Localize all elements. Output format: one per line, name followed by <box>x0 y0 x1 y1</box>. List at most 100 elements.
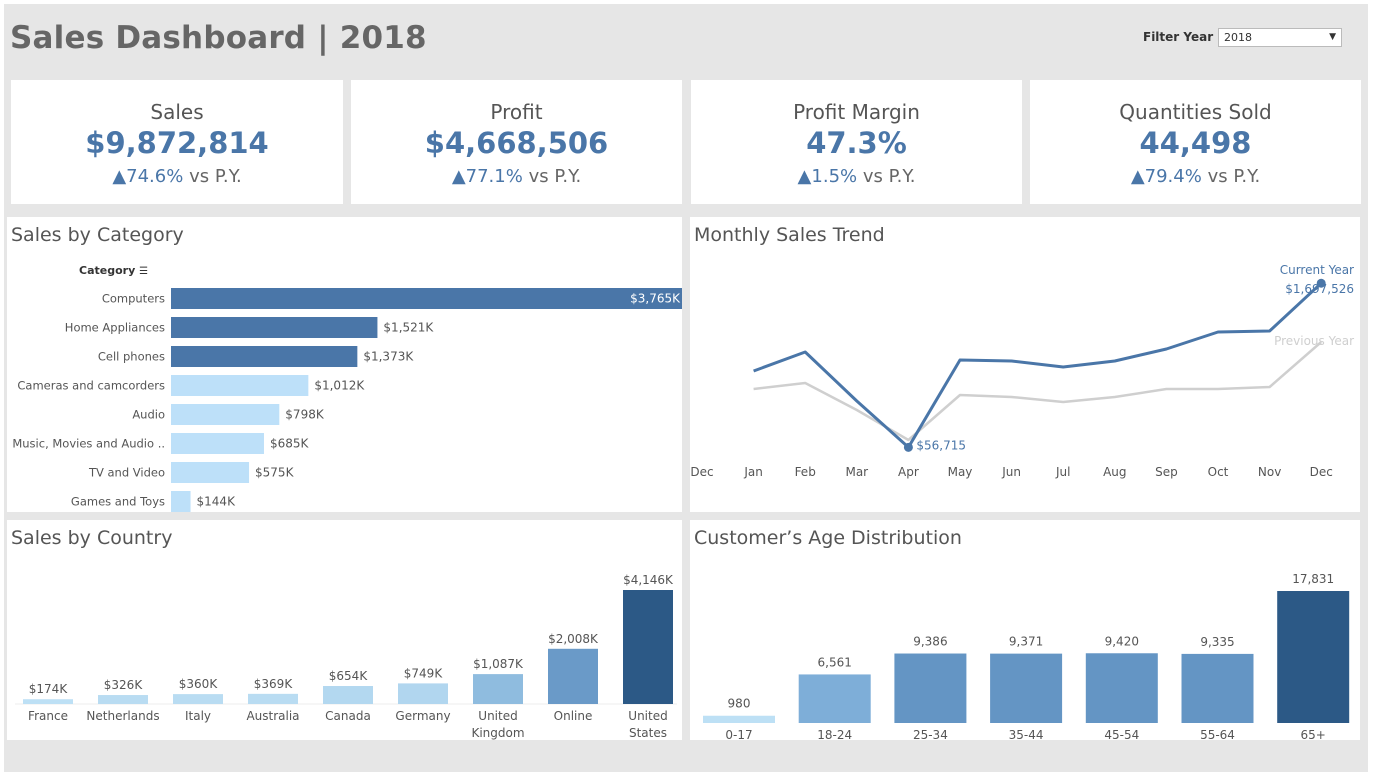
country-bar <box>98 695 148 704</box>
category-label: Cameras and camcorders <box>17 379 165 393</box>
age-bar <box>1277 591 1350 723</box>
category-value-label: $1,373K <box>363 350 414 364</box>
triangle-up-icon: ▲ <box>451 166 466 187</box>
category-label: Music, Movies and Audio .. <box>12 437 165 451</box>
age-group-label: 65+ <box>1301 728 1326 740</box>
month-tick-label: Nov <box>1258 465 1281 479</box>
month-tick-label: Jul <box>1055 465 1070 479</box>
panel-title: Sales by Country <box>11 527 173 549</box>
category-bar <box>171 346 358 367</box>
age-group-label: 0-17 <box>725 728 752 740</box>
filter-year-dropdown[interactable]: 2018 ▼ <box>1218 28 1342 47</box>
triangle-up-icon: ▲ <box>797 166 812 187</box>
country-label: Netherlands <box>86 709 159 723</box>
kpi-value: $9,872,814 <box>85 126 269 160</box>
category-bar <box>171 317 378 338</box>
sort-icon[interactable]: ☰ <box>139 266 149 277</box>
age-bar <box>1181 653 1254 723</box>
age-bar <box>798 674 871 723</box>
kpi-change: ▲79.4% vs P.Y. <box>1030 166 1361 187</box>
category-value-label: $798K <box>285 408 325 422</box>
previous-year-legend: Previous Year <box>1274 334 1354 348</box>
country-value-label: $369K <box>254 677 294 691</box>
category-value-label: $685K <box>270 437 310 451</box>
kpi-card-profit: Profit $4,668,506 ▲77.1% vs P.Y. <box>351 80 682 204</box>
country-value-label: $654K <box>329 669 369 683</box>
country-bar <box>323 686 373 704</box>
triangle-up-icon: ▲ <box>112 166 127 187</box>
kpi-value: 47.3% <box>806 126 907 160</box>
category-bar <box>171 288 682 309</box>
country-label: Australia <box>246 709 299 723</box>
category-header-label: Category <box>79 264 136 277</box>
kpi-card-quantities-sold: Quantities Sold 44,498 ▲79.4% vs P.Y. <box>1030 80 1361 204</box>
kpi-change-suffix: vs P.Y. <box>528 166 582 187</box>
category-label: Computers <box>102 292 165 306</box>
kpi-change-value: 77.1% <box>465 166 523 187</box>
age-value-label: 980 <box>728 697 751 711</box>
category-sort-header[interactable]: Category ☰ <box>79 264 148 277</box>
kpi-change-suffix: vs P.Y. <box>1207 166 1261 187</box>
country-label: Kingdom <box>471 726 524 740</box>
country-label: Online <box>554 709 593 723</box>
age-bar-chart: 980 0-17 6,561 18-24 9,386 25-34 9,371 35-44 9,4… <box>703 572 1350 740</box>
age-bar <box>990 653 1063 723</box>
kpi-change: ▲74.6% vs P.Y. <box>11 166 343 187</box>
monthly-trend-line-chart: DecJanFebMarAprMayJunJulAugSepOctNovDecJ… <box>690 263 1354 479</box>
country-bar <box>398 683 448 704</box>
max-point-label: $1,697,526 <box>1285 282 1354 296</box>
country-label: United <box>478 709 517 723</box>
chevron-down-icon[interactable]: ▼ <box>1329 32 1336 42</box>
category-value-label: $144K <box>197 495 237 509</box>
country-value-label: $360K <box>179 677 219 691</box>
country-value-label: $749K <box>404 666 444 680</box>
country-bar <box>23 699 73 704</box>
country-bar <box>473 674 523 704</box>
month-tick-label: Dec <box>1310 465 1333 479</box>
country-value-label: $2,008K <box>548 632 599 646</box>
month-tick-label: May <box>948 465 973 479</box>
min-point-marker <box>903 442 913 452</box>
category-label: Audio <box>132 408 165 422</box>
age-value-label: 9,386 <box>913 635 947 649</box>
kpi-change-suffix: vs P.Y. <box>862 166 916 187</box>
month-tick-label: Apr <box>898 465 919 479</box>
category-bar-chart: Computers $3,765K Home Appliances $1,521K Ce… <box>12 288 682 512</box>
country-bar <box>548 648 598 704</box>
kpi-change: ▲1.5% vs P.Y. <box>691 166 1022 187</box>
current-year-line <box>753 282 1323 449</box>
country-label: States <box>629 726 667 740</box>
category-bar <box>171 491 191 512</box>
category-label: TV and Video <box>88 466 165 480</box>
month-tick-label: Oct <box>1208 465 1229 479</box>
month-tick-label: Jan <box>743 465 763 479</box>
panel-title: Monthly Sales Trend <box>694 224 885 246</box>
category-bar <box>171 375 309 396</box>
age-distribution-panel: Customer’s Age Distribution 980 0-17 6,561… <box>690 520 1360 740</box>
country-value-label: $4,146K <box>623 573 674 587</box>
category-value-label: $3,765K <box>630 292 681 306</box>
country-bar <box>173 694 223 704</box>
kpi-card-profit-margin: Profit Margin 47.3% ▲1.5% vs P.Y. <box>691 80 1022 204</box>
country-label: Italy <box>185 709 211 723</box>
previous-year-line <box>753 341 1323 442</box>
min-point-label: $56,715 <box>916 438 966 452</box>
monthly-sales-trend-panel: Monthly Sales Trend Dec Jan Feb Mar Apr May Ju… <box>690 217 1360 512</box>
month-tick-label: Dec <box>690 465 713 479</box>
category-bar <box>171 462 250 483</box>
country-bar-chart: $174K France $326K Netherlands $360K Italy $36… <box>15 573 677 740</box>
country-label: United <box>628 709 667 723</box>
age-group-label: 45-54 <box>1104 728 1139 740</box>
kpi-value: 44,498 <box>1139 126 1252 160</box>
age-value-label: 9,335 <box>1200 635 1234 649</box>
country-label: Germany <box>395 709 450 723</box>
kpi-label: Profit Margin <box>793 100 920 124</box>
age-group-label: 25-34 <box>913 728 948 740</box>
month-tick-label: Mar <box>845 465 868 479</box>
panel-title: Customer’s Age Distribution <box>694 527 962 549</box>
kpi-change-suffix: vs P.Y. <box>189 166 242 187</box>
category-bar <box>171 433 264 454</box>
max-point-marker <box>1316 278 1326 288</box>
age-bar <box>894 653 967 723</box>
country-value-label: $174K <box>29 682 69 696</box>
